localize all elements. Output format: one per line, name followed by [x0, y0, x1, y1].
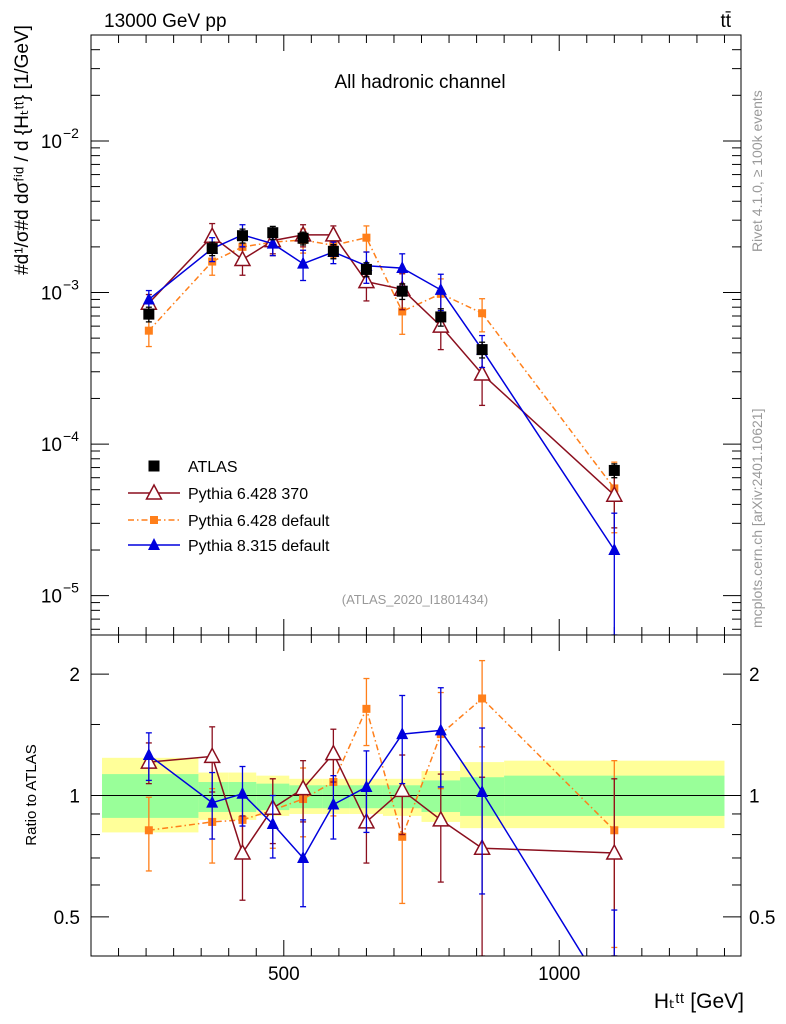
main-point — [233, 249, 252, 267]
legend-entry: Pythia 6.428 370 — [128, 483, 308, 503]
main-y-axis-label: #d¹/σ#d dσᶠⁱᵈ / d {Hₜᵗᵗ} [1/GeV] — [12, 25, 33, 275]
ratio-ytick-label-right: 1 — [749, 787, 760, 808]
legend-label: Pythia 6.428 default — [188, 513, 330, 530]
main-y-axis-label-text: #d¹/σ#d dσᶠⁱᵈ / d {Hₜᵗᵗ} [1/GeV] — [12, 25, 33, 275]
ratio-point — [434, 723, 447, 736]
legend-marker — [148, 538, 160, 550]
ratio-point — [142, 748, 155, 761]
ratio-ytick-label-left: 1 — [69, 787, 80, 808]
ratio-point — [432, 810, 450, 827]
ratio-ytick-label-left: 0.5 — [54, 908, 80, 929]
ratio-axis-ticks: 2 2 1 1 0.5 0.5 500 1000 — [54, 635, 775, 985]
legend-entry: Pythia 8.315 default — [128, 538, 330, 555]
main-point — [362, 233, 371, 242]
legend-marker — [150, 516, 158, 524]
ratio-point — [398, 832, 407, 841]
main-point — [478, 309, 487, 318]
x-tick-label: 1000 — [538, 964, 580, 985]
main-point — [396, 261, 409, 274]
main-point — [324, 225, 343, 242]
main-point — [236, 230, 248, 242]
main-point — [360, 263, 372, 275]
main-series-pythia-6-428-370 — [140, 222, 624, 529]
main-point — [142, 292, 155, 305]
main-point — [608, 543, 621, 556]
main-point — [398, 307, 407, 316]
process-label: tt̄ — [720, 11, 731, 32]
main-ytick-label: 10 — [41, 284, 62, 305]
legend-marker — [148, 460, 160, 472]
main-point — [143, 308, 155, 320]
legend-label: ATLAS — [188, 459, 238, 476]
ratio-series-layer — [140, 659, 624, 956]
legend-marker — [145, 483, 163, 500]
ratio-point — [393, 780, 411, 798]
ratio-point — [203, 746, 221, 764]
ratio-point — [266, 816, 279, 829]
ratio-point — [362, 704, 371, 713]
ratio-point — [236, 786, 249, 799]
main-point — [297, 232, 309, 244]
ratio-point — [294, 779, 312, 796]
legend: ATLAS Pythia 6.428 370 Pythia 6.428 defaul… — [128, 459, 330, 555]
ratio-point — [233, 843, 252, 860]
legend-label: Pythia 8.315 default — [188, 538, 330, 555]
x-axis-label: Hₜᵗᵗ [GeV] — [654, 990, 744, 1013]
main-point — [144, 326, 153, 335]
main-point — [473, 364, 491, 381]
energy-label: 13000 GeV pp — [104, 11, 227, 32]
main-series-atlas — [143, 225, 620, 479]
main-point — [396, 285, 408, 297]
main-ytick-exponent: −3 — [63, 277, 79, 293]
main-point — [434, 282, 447, 295]
ratio-point — [360, 779, 373, 792]
main-point — [297, 256, 310, 269]
main-ytick-label: 10 — [41, 587, 62, 608]
main-ytick-exponent: −2 — [63, 125, 79, 141]
legend-label: Pythia 6.428 370 — [188, 486, 308, 503]
main-series-layer — [140, 222, 624, 635]
ratio-point — [605, 843, 624, 860]
ratio-ytick-label-right: 2 — [749, 665, 760, 686]
main-ytick-label: 10 — [41, 132, 62, 153]
ratio-point — [476, 785, 489, 798]
main-point — [206, 243, 218, 255]
ratio-y-axis-label: Ratio to ATLAS — [23, 744, 40, 845]
ratio-band-inner — [322, 785, 350, 809]
main-ytick-label: 10 — [41, 435, 62, 456]
legend-entry: ATLAS — [148, 459, 238, 476]
main-point — [476, 344, 488, 356]
main-point — [608, 464, 620, 476]
ratio-point — [327, 797, 340, 810]
main-point — [267, 227, 279, 239]
ratio-point — [297, 850, 310, 863]
main-ytick-exponent: −5 — [63, 580, 79, 596]
ratio-point — [144, 826, 153, 835]
ratio-plot-frame — [90, 634, 742, 957]
ratio-ytick-label-right: 0.5 — [749, 908, 775, 929]
main-point — [327, 245, 339, 257]
ratio-point — [324, 744, 343, 761]
legend-entry: Pythia 6.428 default — [128, 513, 330, 530]
ratio-point — [396, 727, 409, 740]
ratio-ytick-label-left: 2 — [69, 665, 80, 686]
ratio-series-pythia-8-315-default — [142, 687, 618, 956]
x-tick-label: 500 — [268, 964, 300, 985]
mcplots-citation-label: mcplots.cern.ch [arXiv:2401.10621] — [749, 409, 765, 628]
channel-label: All hadronic channel — [334, 72, 505, 93]
ratio-point — [478, 694, 487, 703]
analysis-id-label: (ATLAS_2020_I1801434) — [342, 592, 488, 607]
rivet-version-label: Rivet 4.1.0, ≥ 100k events — [749, 90, 765, 252]
main-point — [266, 236, 279, 249]
main-ytick-exponent: −4 — [63, 428, 79, 444]
main-point — [435, 311, 447, 323]
main-point — [605, 485, 624, 502]
ratio-point — [206, 795, 219, 808]
